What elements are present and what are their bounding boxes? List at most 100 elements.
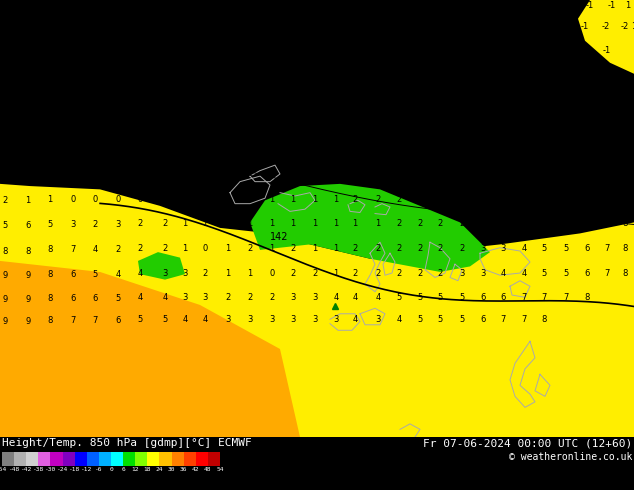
Text: 0: 0: [93, 195, 98, 204]
Text: 7: 7: [541, 293, 547, 302]
FancyBboxPatch shape: [111, 452, 123, 466]
Text: 2: 2: [460, 245, 465, 253]
Text: -4: -4: [24, 25, 32, 34]
Text: 2: 2: [541, 145, 547, 154]
Text: -1: -1: [114, 72, 122, 80]
Text: 1: 1: [48, 195, 53, 204]
Text: 3: 3: [115, 220, 120, 229]
Text: -38: -38: [33, 467, 44, 472]
Text: -1: -1: [246, 120, 254, 129]
Text: 3: 3: [375, 315, 380, 324]
Text: 0: 0: [460, 120, 465, 129]
Text: 7: 7: [604, 245, 610, 253]
Text: -1: -1: [436, 22, 444, 31]
Text: 6: 6: [121, 467, 125, 472]
Text: -1: -1: [603, 46, 611, 55]
Text: -0: -0: [520, 95, 528, 103]
Text: 1: 1: [48, 147, 53, 155]
Text: 2: 2: [460, 195, 465, 204]
Text: 5: 5: [564, 269, 569, 277]
FancyBboxPatch shape: [38, 452, 51, 466]
Text: 0: 0: [333, 145, 339, 154]
Text: 3: 3: [481, 195, 486, 204]
Text: 6: 6: [500, 293, 506, 302]
Text: 5: 5: [460, 315, 465, 324]
Text: 1: 1: [541, 120, 547, 129]
FancyBboxPatch shape: [99, 452, 111, 466]
Text: -1: -1: [201, 145, 209, 154]
Text: 8: 8: [25, 246, 30, 255]
Text: 3: 3: [183, 269, 188, 277]
Text: 2: 2: [437, 269, 443, 277]
Text: 6: 6: [93, 294, 98, 303]
Text: 0: 0: [138, 170, 143, 178]
Text: 7: 7: [500, 315, 506, 324]
Text: 6: 6: [585, 269, 590, 277]
Text: 1: 1: [500, 145, 506, 154]
Text: -0: -0: [311, 95, 319, 103]
Text: 7: 7: [564, 293, 569, 302]
Text: 3: 3: [269, 315, 275, 324]
Text: 1: 1: [313, 219, 318, 228]
Text: 2: 2: [417, 245, 423, 253]
Text: -1: -1: [562, 46, 570, 55]
Text: 2: 2: [183, 170, 188, 178]
Text: -2: -2: [224, 46, 232, 55]
Text: -3: -3: [46, 72, 54, 80]
Text: -1: -1: [201, 96, 209, 105]
Text: 2: 2: [585, 145, 590, 154]
Text: -1: -1: [332, 95, 340, 103]
Text: -2: -2: [289, 46, 297, 55]
Text: 1: 1: [481, 120, 486, 129]
Text: -1: -1: [289, 120, 297, 129]
Text: -54: -54: [0, 467, 8, 472]
Text: 1: 1: [93, 147, 98, 155]
Text: -1: -1: [289, 95, 297, 103]
Text: 12: 12: [131, 467, 139, 472]
Text: 9: 9: [3, 317, 8, 326]
Text: 4: 4: [500, 269, 506, 277]
Text: 4: 4: [521, 269, 527, 277]
FancyBboxPatch shape: [14, 452, 26, 466]
Text: 1: 1: [247, 195, 252, 204]
FancyBboxPatch shape: [172, 452, 184, 466]
Text: 2: 2: [247, 69, 252, 78]
Text: -1: -1: [311, 69, 319, 78]
Text: -1: -1: [181, 145, 189, 154]
Text: -6: -6: [95, 467, 103, 472]
Text: 1: 1: [353, 219, 358, 228]
FancyBboxPatch shape: [196, 452, 208, 466]
Text: 1: 1: [48, 171, 53, 179]
Text: 0: 0: [115, 171, 120, 179]
Text: 1: 1: [290, 170, 295, 178]
Text: 1: 1: [247, 269, 252, 277]
Text: 1: 1: [290, 219, 295, 228]
Text: -1: -1: [395, 95, 403, 103]
Text: 2: 2: [396, 245, 401, 253]
Text: 9: 9: [25, 317, 30, 326]
Text: 5: 5: [564, 195, 569, 204]
Text: -1: -1: [374, 46, 382, 55]
Text: 2: 2: [353, 245, 358, 253]
Text: -2: -2: [331, 23, 339, 32]
Text: -1: -1: [291, 69, 299, 78]
Text: -0: -0: [181, 96, 189, 105]
Text: -4: -4: [1, 25, 9, 34]
Text: 3: 3: [500, 245, 506, 253]
Polygon shape: [138, 252, 185, 280]
Text: -1: -1: [181, 120, 189, 129]
FancyBboxPatch shape: [159, 452, 172, 466]
Text: 6: 6: [481, 315, 486, 324]
Text: 8: 8: [623, 269, 628, 277]
Polygon shape: [578, 0, 634, 74]
Text: 2: 2: [183, 195, 188, 204]
Text: -2: -2: [352, 46, 360, 55]
Text: 1: 1: [93, 121, 98, 130]
Text: 6: 6: [70, 270, 75, 279]
Text: 0: 0: [109, 467, 113, 472]
Text: 9: 9: [25, 295, 30, 304]
Text: 2: 2: [138, 219, 143, 228]
Text: -1: -1: [498, 22, 506, 31]
Text: 1: 1: [460, 145, 465, 154]
Text: -30: -30: [45, 467, 56, 472]
